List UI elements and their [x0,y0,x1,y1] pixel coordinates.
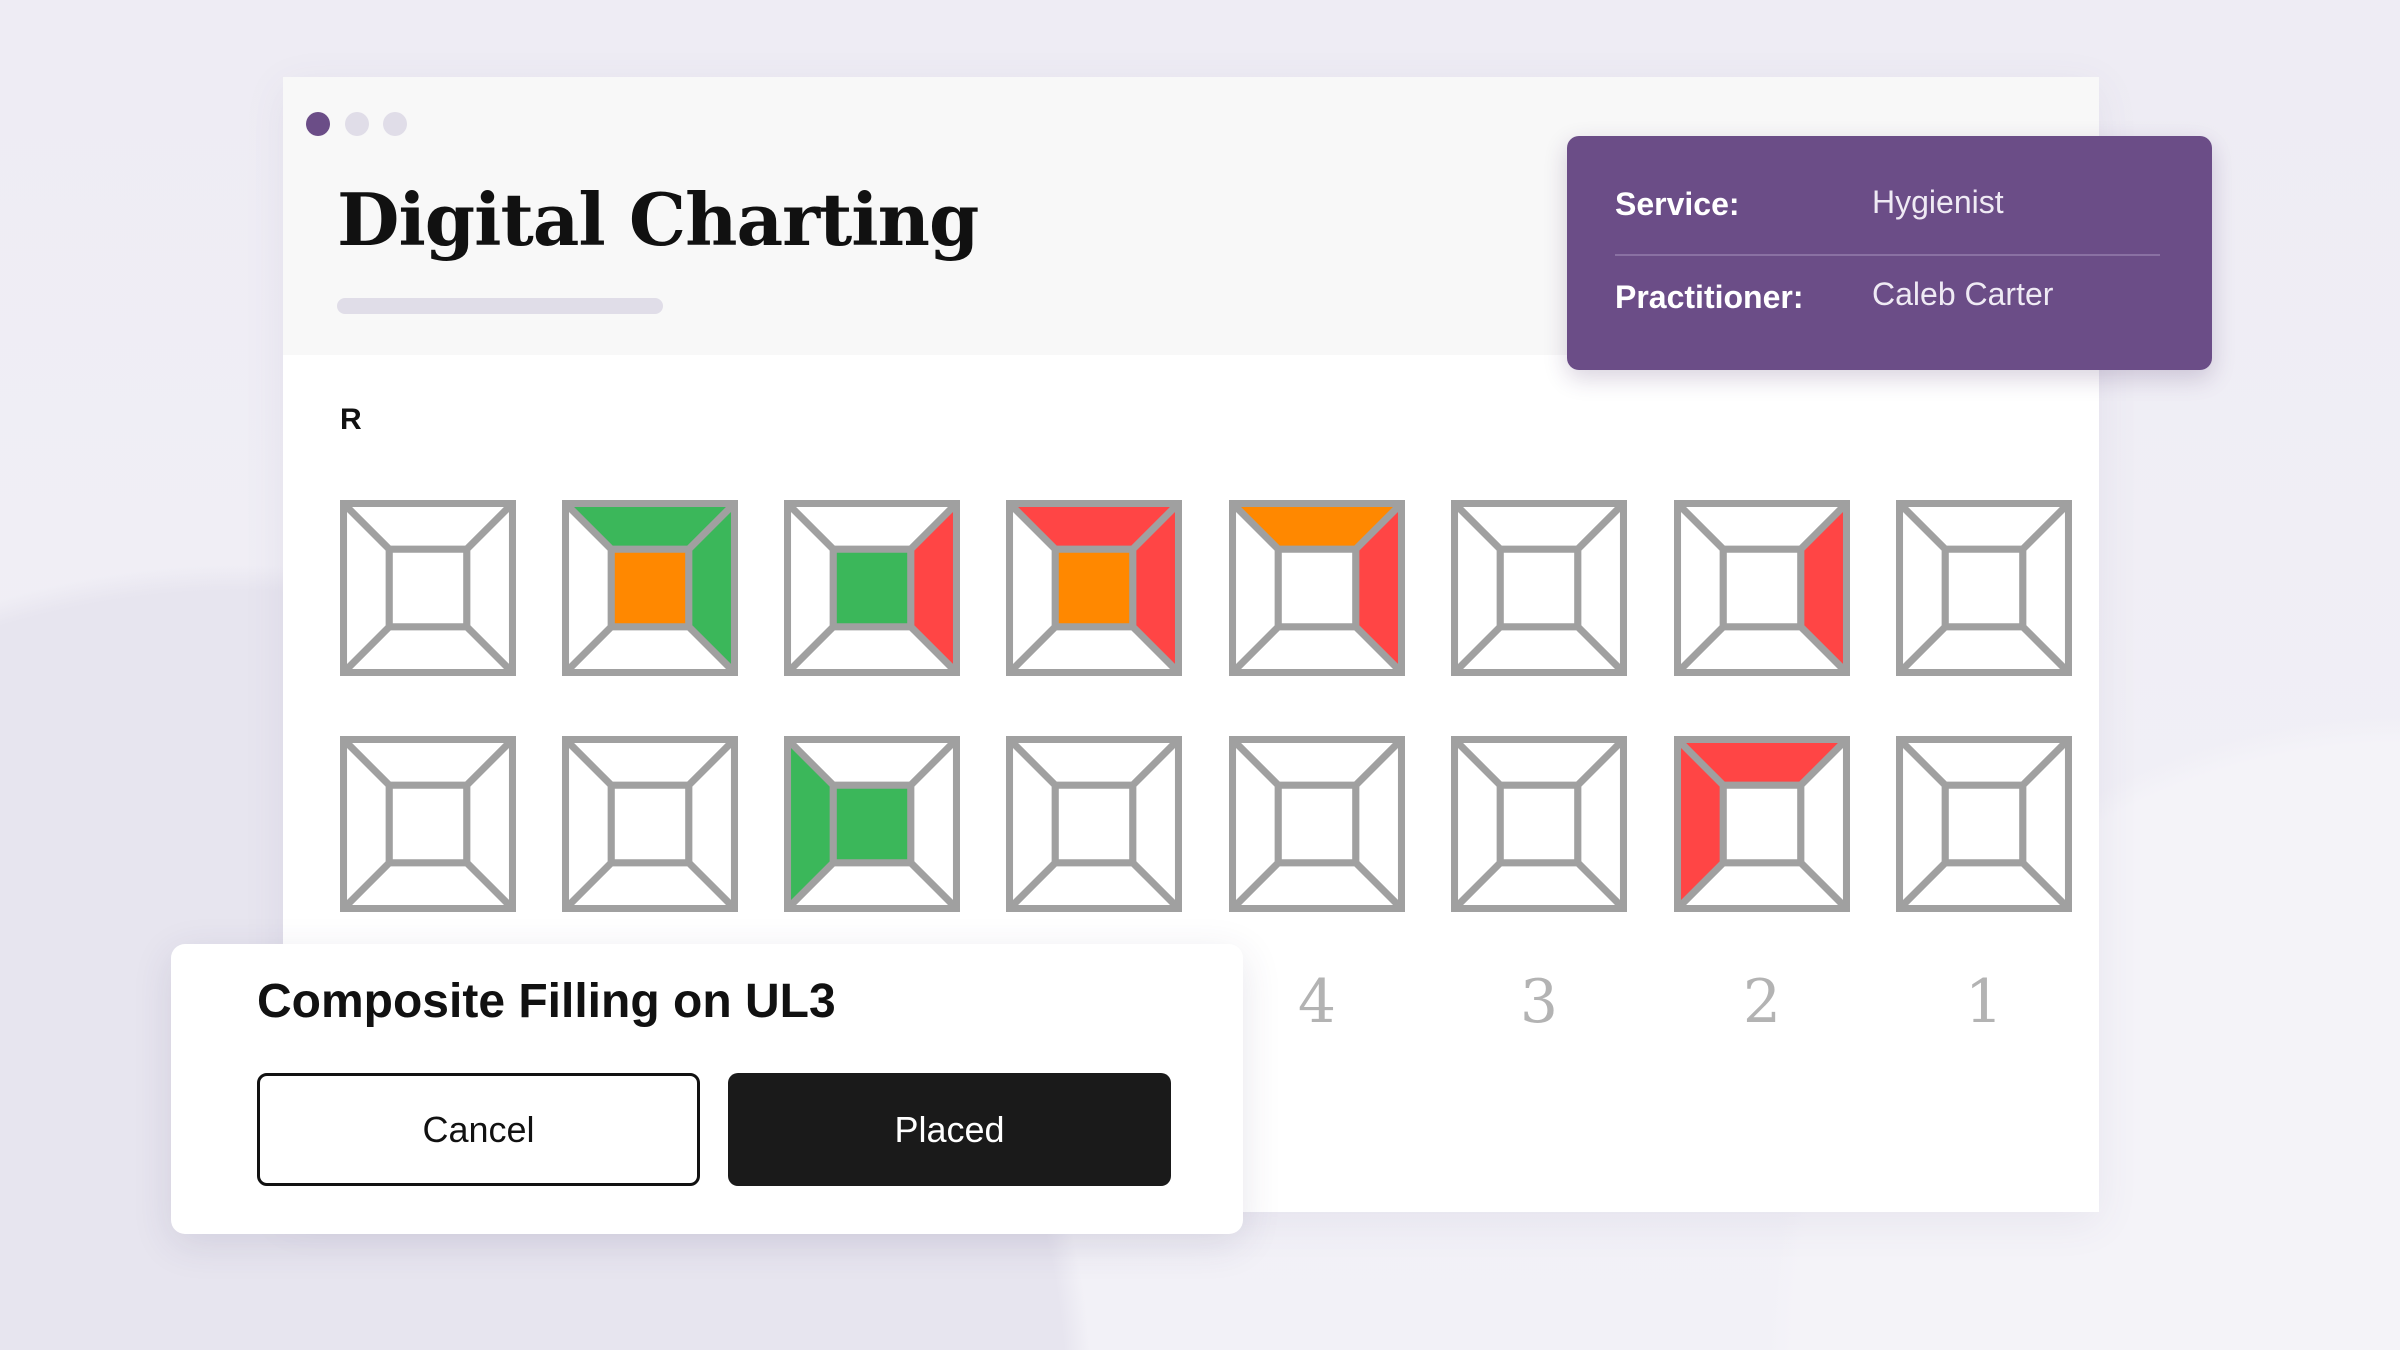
tooth[interactable] [1229,736,1405,912]
tooth[interactable] [1451,736,1627,912]
tooth-surface-center[interactable] [1941,545,2027,631]
tooth-surface-center[interactable] [1274,781,1360,867]
tooth-surface-center[interactable] [385,781,471,867]
cancel-button[interactable]: Cancel [257,1073,700,1186]
practitioner-value: Caleb Carter [1872,276,2054,312]
service-value: Hygienist [1872,184,2004,220]
tooth-surface-center[interactable] [607,545,693,631]
tooth[interactable] [1674,736,1850,912]
tooth[interactable] [1006,500,1182,676]
tooth[interactable] [784,736,960,912]
tooth-surface-center[interactable] [1941,781,2027,867]
practitioner-label: Practitioner: [1615,279,1804,315]
window-control-dot[interactable] [345,112,369,136]
window-control-dot[interactable] [383,112,407,136]
tooth[interactable] [1674,500,1850,676]
tooth[interactable] [1896,500,2072,676]
tooth[interactable] [562,736,738,912]
tooth-surface-center[interactable] [1051,781,1137,867]
tooth[interactable] [1229,500,1405,676]
tooth-number: 1 [1964,967,2004,1037]
tooth[interactable] [340,500,516,676]
tooth-number: 2 [1742,967,1782,1037]
tooth[interactable] [1451,500,1627,676]
appointment-info-card: Service: Hygienist Practitioner: Caleb C… [1567,136,2212,370]
title-underline [337,298,663,314]
service-label: Service: [1615,186,1740,222]
tooth-surface-center[interactable] [829,781,915,867]
page-title: Digital Charting [337,177,979,262]
placed-button[interactable]: Placed [728,1073,1171,1186]
tooth-surface-center[interactable] [607,781,693,867]
tooth-surface-center[interactable] [829,545,915,631]
side-label: R [340,403,362,436]
tooth-surface-center[interactable] [1719,781,1805,867]
dialog-title: Composite Filling on UL3 [257,975,836,1028]
tooth[interactable] [340,736,516,912]
tooth-number: 3 [1519,967,1559,1037]
window-control-dot[interactable] [306,112,330,136]
tooth-number: 4 [1297,967,1337,1037]
tooth[interactable] [784,500,960,676]
divider [1615,254,2160,256]
tooth-surface-center[interactable] [1051,545,1137,631]
tooth[interactable] [562,500,738,676]
tooth-surface-center[interactable] [1496,545,1582,631]
tooth-surface-center[interactable] [385,545,471,631]
tooth-surface-center[interactable] [1274,545,1360,631]
tooth-surface-center[interactable] [1496,781,1582,867]
tooth-surface-center[interactable] [1719,545,1805,631]
tooth[interactable] [1896,736,2072,912]
treatment-dialog: Composite Filling on UL3 Cancel Placed [171,944,1243,1234]
tooth[interactable] [1006,736,1182,912]
